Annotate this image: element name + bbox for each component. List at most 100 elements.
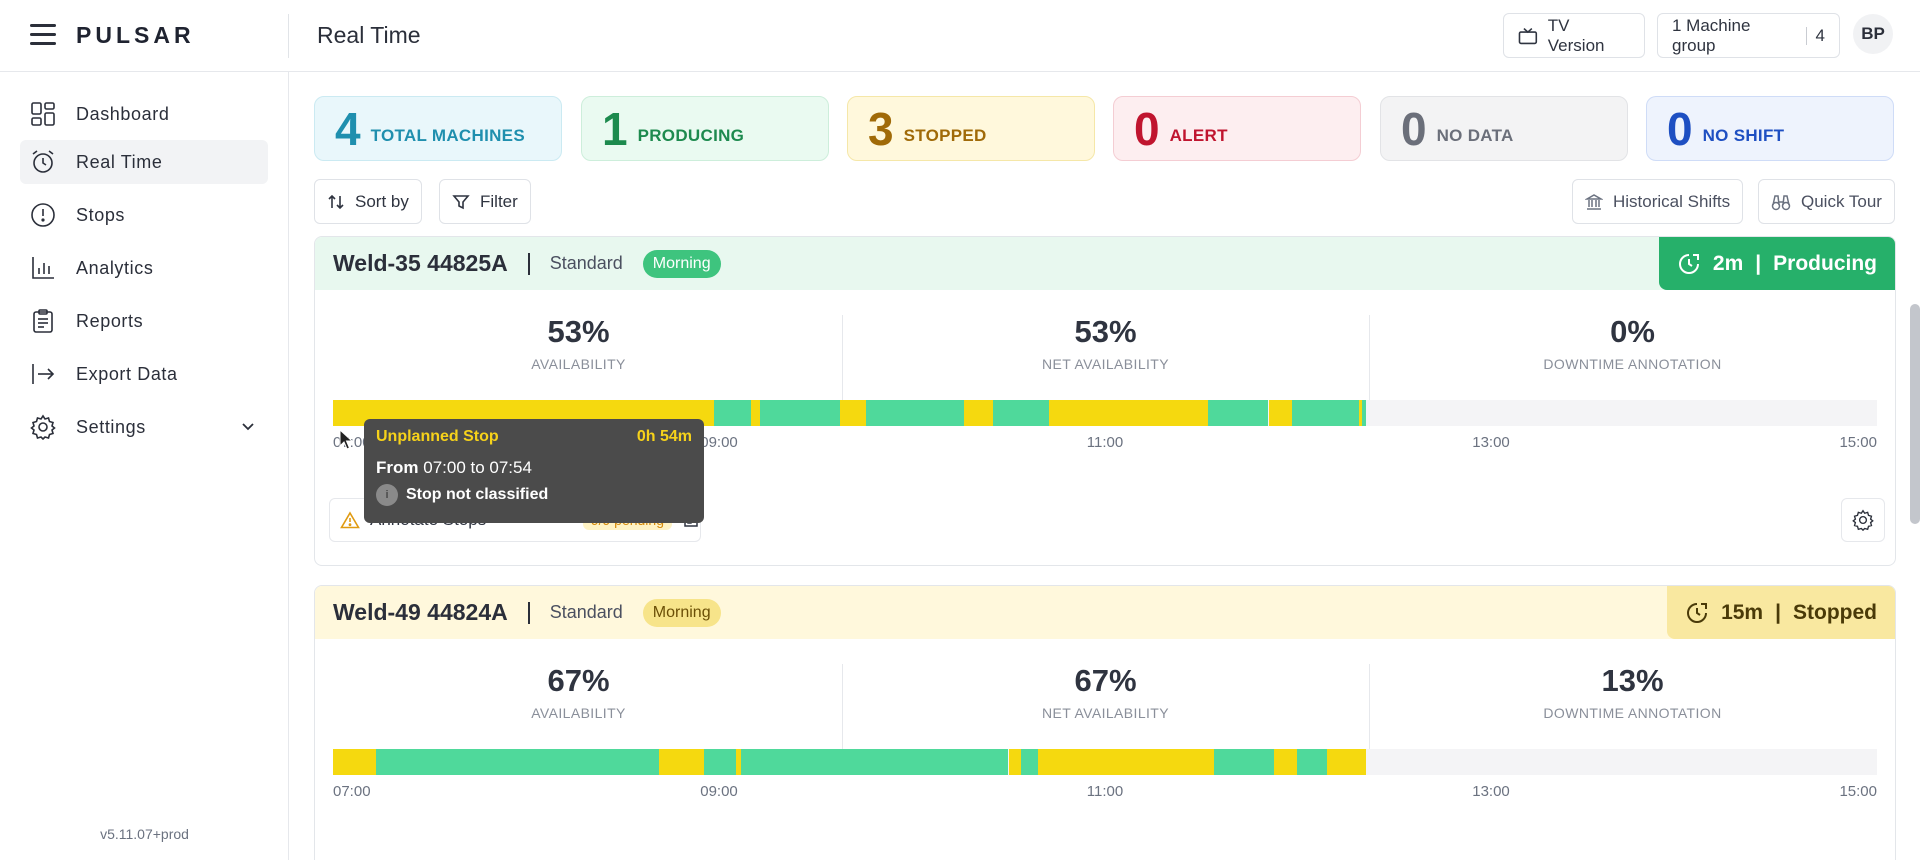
stat-no-shift[interactable]: 0 NO SHIFT: [1646, 96, 1894, 161]
producing-segment[interactable]: [1362, 400, 1366, 426]
stat-alert[interactable]: 0 ALERT: [1113, 96, 1361, 161]
tick-label: 09:00: [700, 434, 738, 451]
stopped-segment[interactable]: [1358, 400, 1363, 426]
production-timeline[interactable]: [333, 749, 1877, 775]
stat-total-machines[interactable]: 4 TOTAL MACHINES: [314, 96, 562, 161]
divider: [1805, 26, 1807, 45]
status-badge: 2m | Producing: [1658, 237, 1895, 290]
producing-segment[interactable]: [1297, 749, 1328, 775]
sidebar-item-dashboard[interactable]: Dashboard: [20, 92, 268, 136]
top-bar: PULSAR Real Time TV Version 1 Machine gr…: [0, 0, 1920, 72]
stat-producing[interactable]: 1 PRODUCING: [581, 96, 829, 161]
card-settings-button[interactable]: [1841, 498, 1885, 542]
sidebar-item-real-time[interactable]: Real Time: [20, 140, 268, 184]
stopped-segment[interactable]: [1048, 400, 1209, 426]
machine-type: Standard: [549, 602, 623, 622]
stopped-segment[interactable]: [1268, 400, 1293, 426]
main-content: 4 TOTAL MACHINES 1 PRODUCING 3 STOPPED 0…: [289, 72, 1920, 860]
tick-label: 13:00: [1472, 434, 1510, 451]
metrics-row: 53% AVAILABILITY 53% NET AVAILABILITY 0%…: [315, 290, 1895, 400]
sidebar-item-export-data[interactable]: Export Data: [20, 352, 268, 396]
tooltip-title: Unplanned Stop: [376, 428, 499, 445]
sidebar-item-analytics[interactable]: Analytics: [20, 246, 268, 290]
tooltip-header: Unplanned Stop 0h 54m: [376, 428, 692, 446]
producing-segment[interactable]: [1292, 400, 1359, 426]
avatar[interactable]: BP: [1853, 14, 1893, 54]
tooltip-classification: i Stop not classified: [376, 484, 692, 506]
sidebar-item-reports[interactable]: Reports: [20, 299, 268, 343]
producing-segment[interactable]: [713, 400, 751, 426]
producing-segment[interactable]: [759, 400, 840, 426]
stat-label: STOPPED: [903, 125, 987, 145]
stopped-segment[interactable]: [1008, 749, 1021, 775]
metric-label: AVAILABILITY: [531, 705, 626, 721]
metric-value: 67%: [547, 663, 610, 698]
stopped-segment[interactable]: [659, 749, 705, 775]
tooltip-classification-text: Stop not classified: [406, 486, 549, 503]
metric-value: 13%: [1601, 663, 1664, 698]
stopped-segment[interactable]: [333, 749, 376, 775]
producing-segment[interactable]: [992, 400, 1049, 426]
stat-no-data[interactable]: 0 NO DATA: [1380, 96, 1628, 161]
machine-group-label: 1 Machine group: [1672, 15, 1751, 55]
sort-icon: [328, 194, 344, 209]
app-logo[interactable]: PULSAR: [76, 22, 195, 48]
producing-segment[interactable]: [865, 400, 965, 426]
stat-label: TOTAL MACHINES: [370, 125, 525, 145]
stat-value: 0: [1401, 102, 1427, 155]
producing-segment[interactable]: [741, 749, 1009, 775]
chevron-down-icon[interactable]: [240, 418, 256, 439]
producing-segment[interactable]: [704, 749, 736, 775]
tooltip-range-value: 07:00 to 07:54: [423, 458, 532, 477]
app-version: v5.11.07+prod: [100, 826, 189, 842]
stopped-segment[interactable]: [735, 749, 742, 775]
divider: [527, 601, 530, 624]
machine-name[interactable]: Weld-35 44825A: [333, 250, 508, 276]
divider: [842, 664, 843, 749]
sidebar-item-label: Dashboard: [76, 103, 170, 124]
stat-stopped[interactable]: 3 STOPPED: [847, 96, 1095, 161]
producing-segment[interactable]: [1020, 749, 1039, 775]
producing-segment[interactable]: [375, 749, 660, 775]
quick-tour-button[interactable]: Quick Tour: [1758, 179, 1895, 224]
info-icon: i: [376, 484, 398, 506]
machine-card-header: Weld-49 44824A Standard Morning 15m | St…: [315, 586, 1895, 639]
tv-version-button[interactable]: TV Version: [1503, 13, 1645, 58]
bar-chart-icon: [30, 255, 56, 281]
sort-button[interactable]: Sort by: [314, 179, 422, 224]
sidebar: Dashboard Real Time Stops Analytics: [0, 72, 289, 860]
stat-label: NO DATA: [1436, 125, 1514, 145]
stopped-segment[interactable]: [964, 400, 993, 426]
historical-shifts-label: Historical Shifts: [1613, 191, 1731, 211]
clock-icon: [1677, 252, 1701, 276]
sidebar-item-label: Export Data: [76, 363, 178, 384]
stopped-segment[interactable]: [1327, 749, 1366, 775]
metric-value: 53%: [1074, 314, 1137, 349]
stopped-segment[interactable]: [1274, 749, 1298, 775]
stopped-segment[interactable]: [1038, 749, 1214, 775]
filter-button[interactable]: Filter: [439, 179, 531, 224]
sidebar-item-label: Analytics: [76, 257, 154, 278]
metrics-row: 67% AVAILABILITY 67% NET AVAILABILITY 13…: [315, 639, 1895, 749]
sidebar-item-stops[interactable]: Stops: [20, 193, 268, 237]
gear-icon: [1852, 509, 1874, 531]
stopped-segment[interactable]: [839, 400, 866, 426]
metric-label: NET AVAILABILITY: [1041, 356, 1169, 372]
sidebar-item-settings[interactable]: Settings: [20, 405, 268, 449]
shift-badge: Morning: [642, 598, 721, 627]
machine-card[interactable]: Weld-49 44824A Standard Morning 15m | St…: [314, 585, 1896, 860]
tick-label: 11:00: [1086, 783, 1124, 800]
producing-segment[interactable]: [1213, 749, 1275, 775]
stat-value: 1: [602, 102, 628, 155]
stopped-segment[interactable]: [750, 400, 760, 426]
tick-label: 15:00: [1839, 783, 1877, 800]
divider: |: [1755, 251, 1762, 275]
menu-icon[interactable]: [30, 24, 56, 46]
machine-card[interactable]: Weld-35 44825A Standard Morning 2m | Pro…: [314, 236, 1896, 566]
machine-group-button[interactable]: 1 Machine group 4: [1657, 13, 1840, 58]
metric-value: 0%: [1610, 314, 1655, 349]
producing-segment[interactable]: [1208, 400, 1269, 426]
scrollbar[interactable]: [1910, 304, 1920, 524]
machine-name[interactable]: Weld-49 44824A: [333, 599, 508, 625]
historical-shifts-button[interactable]: Historical Shifts: [1572, 179, 1744, 224]
